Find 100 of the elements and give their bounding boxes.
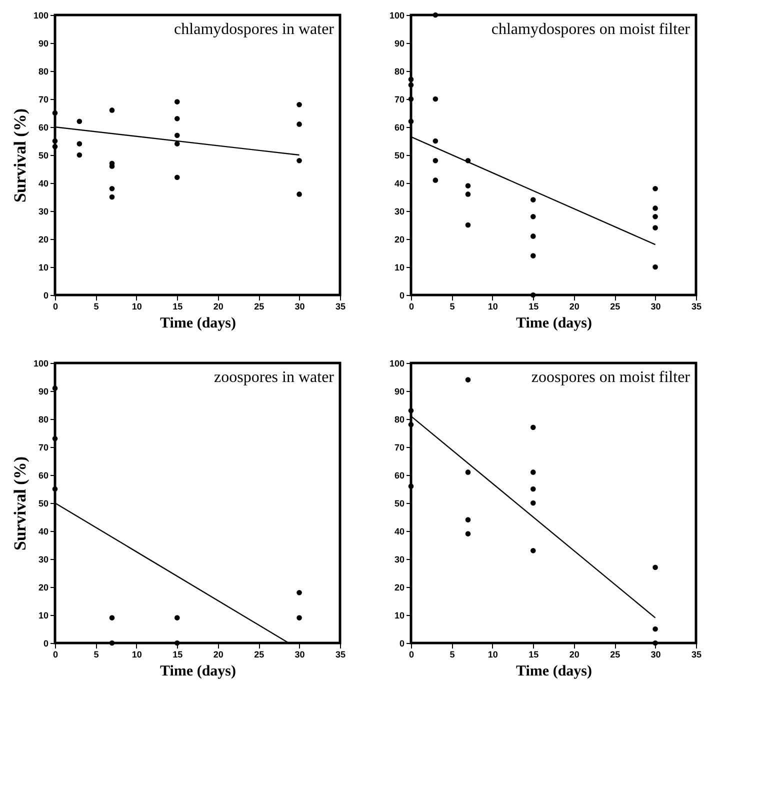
y-tick-label: 80 [394, 414, 404, 424]
y-tick-label: 10 [394, 262, 404, 272]
x-tick-label: 25 [610, 302, 620, 312]
x-tick-label: 35 [691, 650, 702, 660]
y-tick-label: 10 [38, 262, 48, 272]
point [408, 422, 414, 428]
point [652, 264, 658, 270]
x-axis-title: Time (days) [160, 316, 236, 332]
point [174, 99, 180, 104]
point [52, 138, 58, 144]
y-tick-label: 90 [394, 386, 404, 396]
y-tick-label: 0 [43, 290, 48, 300]
x-tick-label: 30 [294, 302, 305, 312]
y-tick-label: 50 [38, 150, 48, 160]
x-tick-label: 15 [172, 302, 183, 312]
y-tick-label: 70 [38, 94, 48, 104]
point [174, 132, 180, 138]
y-tick-label: 90 [38, 38, 48, 48]
point [465, 222, 471, 228]
y-tick-label: 100 [33, 10, 48, 20]
point [76, 141, 82, 146]
y-tick-label: 90 [394, 38, 404, 48]
x-tick-label: 35 [335, 650, 346, 660]
x-tick-label: 35 [691, 302, 702, 312]
y-tick-label: 60 [394, 122, 404, 132]
point [432, 178, 438, 183]
y-tick-label: 20 [394, 582, 404, 592]
x-tick-label: 25 [254, 650, 264, 660]
x-axis-title: Time (days) [516, 316, 592, 332]
y-tick-label: 30 [38, 206, 48, 216]
x-tick-label: 10 [132, 302, 142, 312]
y-tick-label: 10 [394, 610, 404, 620]
point [530, 470, 536, 475]
point [530, 486, 536, 492]
x-tick-label: 10 [132, 650, 142, 660]
point [296, 102, 302, 108]
x-tick-label: 35 [335, 302, 346, 312]
point [52, 386, 58, 391]
x-tick-label: 0 [52, 302, 58, 312]
y-tick-label: 40 [38, 178, 48, 188]
point [465, 531, 471, 536]
point [432, 12, 438, 18]
x-tick-label: 0 [408, 302, 414, 312]
point [652, 206, 658, 211]
y-tick-label: 70 [394, 94, 404, 104]
y-tick-label: 20 [394, 234, 404, 244]
point [530, 214, 536, 220]
point [296, 192, 302, 197]
y-tick-label: 40 [394, 526, 404, 536]
y-tick-label: 50 [38, 498, 48, 508]
x-tick-label: 0 [408, 650, 414, 660]
point [109, 108, 115, 113]
point [465, 470, 471, 475]
x-tick-label: 5 [94, 650, 99, 660]
x-tick-label: 20 [213, 650, 224, 660]
y-tick-label: 50 [394, 150, 404, 160]
y-tick-label: 70 [38, 442, 48, 452]
point [52, 110, 58, 116]
point [109, 194, 115, 200]
x-tick-label: 5 [450, 302, 455, 312]
x-tick-label: 25 [610, 650, 620, 660]
y-axis-title: Survival (%) [10, 108, 30, 202]
point [174, 174, 180, 180]
y-tick-label: 70 [394, 442, 404, 452]
point [652, 225, 658, 230]
y-tick-label: 100 [33, 358, 48, 368]
y-tick-label: 50 [394, 498, 404, 508]
point [652, 626, 658, 632]
point [52, 436, 58, 442]
chart-title: chlamydospores in water [174, 21, 335, 38]
chart-title: zoospores in water [214, 369, 335, 386]
point [652, 564, 658, 570]
x-tick-label: 0 [52, 650, 58, 660]
point [432, 138, 438, 144]
y-tick-label: 20 [38, 582, 48, 592]
point [652, 186, 658, 192]
y-tick-label: 0 [399, 638, 404, 648]
x-tick-label: 15 [528, 302, 539, 312]
point [52, 144, 58, 150]
y-tick-label: 0 [399, 290, 404, 300]
point [652, 640, 658, 646]
point [530, 197, 536, 202]
point [530, 292, 536, 298]
x-tick-label: 20 [569, 650, 580, 660]
point [530, 500, 536, 506]
point [296, 615, 302, 620]
point [408, 76, 414, 82]
point [408, 118, 414, 124]
point [465, 183, 471, 188]
point [408, 408, 414, 414]
x-axis-title: Time (days) [516, 664, 592, 680]
x-tick-label: 20 [213, 302, 224, 312]
point [465, 517, 471, 522]
point [530, 548, 536, 554]
y-tick-label: 30 [394, 554, 404, 564]
point [76, 118, 82, 124]
point [174, 615, 180, 620]
point [52, 486, 58, 492]
point [408, 82, 414, 88]
point [296, 590, 302, 596]
